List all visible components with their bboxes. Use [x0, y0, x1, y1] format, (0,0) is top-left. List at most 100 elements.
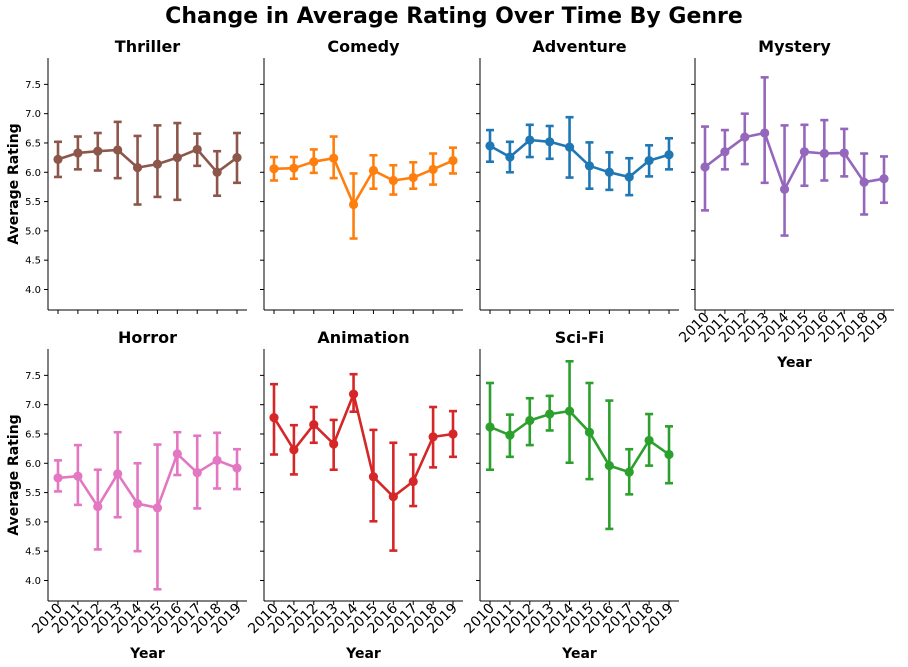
series-line-animation [272, 392, 454, 499]
data-point [584, 427, 595, 437]
data-point [192, 468, 202, 478]
data-point [485, 141, 495, 151]
data-point [448, 429, 458, 439]
x-axis-label: Year [776, 355, 812, 371]
series-line-thriller [57, 148, 238, 174]
data-point [624, 467, 634, 477]
x-axis-label: Year [129, 646, 165, 662]
y-tick-label: 4.5 [25, 256, 41, 267]
panel-title: Sci-Fi [555, 328, 605, 347]
data-point [604, 461, 614, 471]
y-tick-label: 6.5 [25, 138, 41, 149]
y-tick-label: 4.5 [25, 547, 41, 558]
error-bar [780, 124, 789, 237]
y-tick-label: 5.0 [25, 517, 41, 528]
data-point [388, 492, 398, 502]
data-point [232, 153, 242, 163]
data-point [132, 162, 143, 173]
panel-comedy: Comedy [260, 37, 463, 314]
y-tick-label: 7.5 [25, 80, 41, 91]
data-point [172, 153, 182, 163]
data-point [269, 412, 279, 423]
data-point [564, 406, 575, 416]
series-line-sci-fi [489, 409, 670, 474]
panel-sci-fi: Sci-Fi2010201120122013201420152016201720… [461, 328, 679, 662]
y-axis-label: Average Rating [6, 123, 22, 244]
data-point [779, 184, 790, 194]
data-point [485, 422, 495, 432]
data-point [152, 159, 163, 169]
data-point [604, 167, 614, 177]
data-point [152, 503, 163, 513]
data-point [760, 128, 770, 138]
data-point [428, 164, 438, 174]
data-point [348, 199, 359, 210]
y-tick-label: 4.0 [25, 576, 41, 587]
data-point [329, 153, 339, 163]
data-point [212, 455, 222, 465]
data-point [644, 155, 654, 166]
series-line-horror [57, 452, 238, 510]
figure-title: Change in Average Rating Over Time By Ge… [165, 4, 743, 29]
y-tick-label: 7.0 [25, 400, 41, 411]
series-line-adventure [489, 138, 670, 179]
data-point [232, 463, 242, 473]
y-axis-label: Average Rating [6, 414, 22, 535]
data-point [113, 469, 123, 479]
data-point [113, 145, 123, 155]
data-point [368, 472, 379, 482]
data-point [132, 499, 143, 509]
data-point [644, 435, 654, 446]
panel-title: Comedy [327, 37, 400, 56]
data-point [172, 449, 182, 459]
data-point [624, 172, 634, 182]
data-point [664, 449, 674, 460]
panel-mystery: Mystery201020112012201320142015201620172… [676, 37, 894, 371]
data-point [309, 157, 319, 167]
data-point [564, 142, 575, 152]
panel-title: Thriller [115, 37, 181, 56]
panel-title: Animation [317, 328, 409, 347]
data-point [525, 135, 535, 145]
data-point [329, 439, 339, 449]
panel-animation: Animation2010201120122013201420152016201… [245, 328, 463, 662]
data-point [525, 415, 535, 426]
series-line-mystery [704, 131, 885, 191]
data-point [428, 432, 438, 442]
error-bar [153, 443, 162, 591]
y-tick-label: 7.0 [25, 109, 41, 120]
data-point [505, 152, 515, 162]
data-point [799, 147, 810, 157]
data-point [664, 150, 674, 160]
data-point [584, 161, 595, 171]
data-point [269, 164, 279, 174]
data-point [368, 165, 379, 176]
x-axis-label: Year [345, 646, 381, 662]
data-point [859, 177, 869, 187]
data-point [408, 476, 418, 487]
panel-horror: Horror4.04.55.05.56.06.57.07.52010201120… [6, 328, 247, 662]
panel-title: Adventure [532, 37, 626, 56]
data-point [545, 137, 555, 147]
data-point [505, 430, 515, 440]
y-tick-label: 6.0 [25, 168, 41, 179]
data-point [73, 471, 83, 481]
data-point [93, 146, 103, 156]
data-point [289, 163, 299, 173]
data-point [545, 409, 555, 419]
y-tick-label: 6.0 [25, 459, 41, 470]
data-point [408, 172, 418, 183]
data-point [740, 132, 750, 142]
data-point [212, 167, 222, 177]
data-point [839, 148, 849, 158]
data-point [73, 148, 83, 158]
y-tick-label: 5.5 [25, 488, 41, 499]
x-axis-label: Year [561, 646, 597, 662]
data-point [53, 154, 63, 164]
y-tick-label: 4.0 [25, 285, 41, 296]
y-tick-label: 6.5 [25, 429, 41, 440]
data-point [448, 155, 458, 166]
panel-title: Mystery [758, 37, 831, 56]
data-point [720, 147, 730, 157]
panel-title: Horror [118, 328, 177, 347]
